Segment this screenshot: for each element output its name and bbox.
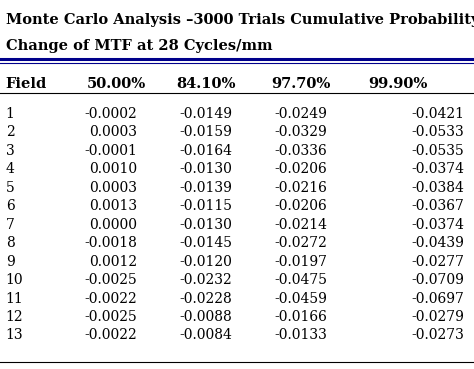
Text: -0.0145: -0.0145 — [179, 236, 232, 250]
Text: 0.0012: 0.0012 — [89, 255, 137, 269]
Text: -0.0166: -0.0166 — [274, 310, 327, 324]
Text: -0.0139: -0.0139 — [179, 181, 232, 195]
Text: Change of MTF at 28 Cycles/mm: Change of MTF at 28 Cycles/mm — [6, 39, 272, 53]
Text: -0.0374: -0.0374 — [411, 162, 465, 176]
Text: 12: 12 — [6, 310, 23, 324]
Text: -0.0159: -0.0159 — [179, 125, 232, 139]
Text: -0.0367: -0.0367 — [411, 199, 465, 213]
Text: -0.0025: -0.0025 — [85, 273, 137, 287]
Text: 9: 9 — [6, 255, 14, 269]
Text: 1: 1 — [6, 107, 15, 121]
Text: 11: 11 — [6, 292, 23, 306]
Text: -0.0384: -0.0384 — [411, 181, 465, 195]
Text: 50.00%: 50.00% — [86, 77, 146, 92]
Text: Monte Carlo Analysis –3000 Trials Cumulative Probability: Monte Carlo Analysis –3000 Trials Cumula… — [6, 13, 474, 27]
Text: -0.0709: -0.0709 — [411, 273, 465, 287]
Text: 0.0010: 0.0010 — [89, 162, 137, 176]
Text: -0.0374: -0.0374 — [411, 218, 465, 232]
Text: -0.0084: -0.0084 — [179, 328, 232, 342]
Text: -0.0697: -0.0697 — [411, 292, 465, 306]
Text: -0.0279: -0.0279 — [411, 310, 465, 324]
Text: -0.0206: -0.0206 — [274, 162, 327, 176]
Text: 99.90%: 99.90% — [368, 77, 428, 92]
Text: -0.0439: -0.0439 — [411, 236, 465, 250]
Text: 0.0003: 0.0003 — [90, 125, 137, 139]
Text: 0.0013: 0.0013 — [89, 199, 137, 213]
Text: Field: Field — [6, 77, 47, 92]
Text: -0.0535: -0.0535 — [412, 144, 465, 158]
Text: 6: 6 — [6, 199, 14, 213]
Text: -0.0130: -0.0130 — [179, 162, 232, 176]
Text: 7: 7 — [6, 218, 15, 232]
Text: -0.0421: -0.0421 — [411, 107, 465, 121]
Text: -0.0249: -0.0249 — [274, 107, 327, 121]
Text: -0.0130: -0.0130 — [179, 218, 232, 232]
Text: -0.0018: -0.0018 — [84, 236, 137, 250]
Text: 8: 8 — [6, 236, 14, 250]
Text: 0.0000: 0.0000 — [90, 218, 137, 232]
Text: -0.0329: -0.0329 — [274, 125, 327, 139]
Text: -0.0336: -0.0336 — [274, 144, 327, 158]
Text: 3: 3 — [6, 144, 14, 158]
Text: 0.0003: 0.0003 — [90, 181, 137, 195]
Text: -0.0228: -0.0228 — [180, 292, 232, 306]
Text: -0.0115: -0.0115 — [179, 199, 232, 213]
Text: -0.0533: -0.0533 — [412, 125, 465, 139]
Text: -0.0149: -0.0149 — [179, 107, 232, 121]
Text: -0.0272: -0.0272 — [274, 236, 327, 250]
Text: -0.0022: -0.0022 — [85, 292, 137, 306]
Text: 84.10%: 84.10% — [176, 77, 236, 92]
Text: -0.0022: -0.0022 — [85, 328, 137, 342]
Text: -0.0120: -0.0120 — [179, 255, 232, 269]
Text: -0.0001: -0.0001 — [84, 144, 137, 158]
Text: -0.0459: -0.0459 — [274, 292, 327, 306]
Text: -0.0475: -0.0475 — [274, 273, 327, 287]
Text: 97.70%: 97.70% — [271, 77, 331, 92]
Text: -0.0197: -0.0197 — [274, 255, 327, 269]
Text: 10: 10 — [6, 273, 23, 287]
Text: 2: 2 — [6, 125, 14, 139]
Text: -0.0277: -0.0277 — [411, 255, 465, 269]
Text: -0.0133: -0.0133 — [274, 328, 327, 342]
Text: -0.0164: -0.0164 — [179, 144, 232, 158]
Text: -0.0273: -0.0273 — [411, 328, 465, 342]
Text: -0.0232: -0.0232 — [180, 273, 232, 287]
Text: 5: 5 — [6, 181, 14, 195]
Text: -0.0216: -0.0216 — [274, 181, 327, 195]
Text: 13: 13 — [6, 328, 23, 342]
Text: -0.0206: -0.0206 — [274, 199, 327, 213]
Text: -0.0025: -0.0025 — [85, 310, 137, 324]
Text: 4: 4 — [6, 162, 15, 176]
Text: -0.0088: -0.0088 — [180, 310, 232, 324]
Text: -0.0002: -0.0002 — [85, 107, 137, 121]
Text: -0.0214: -0.0214 — [274, 218, 327, 232]
